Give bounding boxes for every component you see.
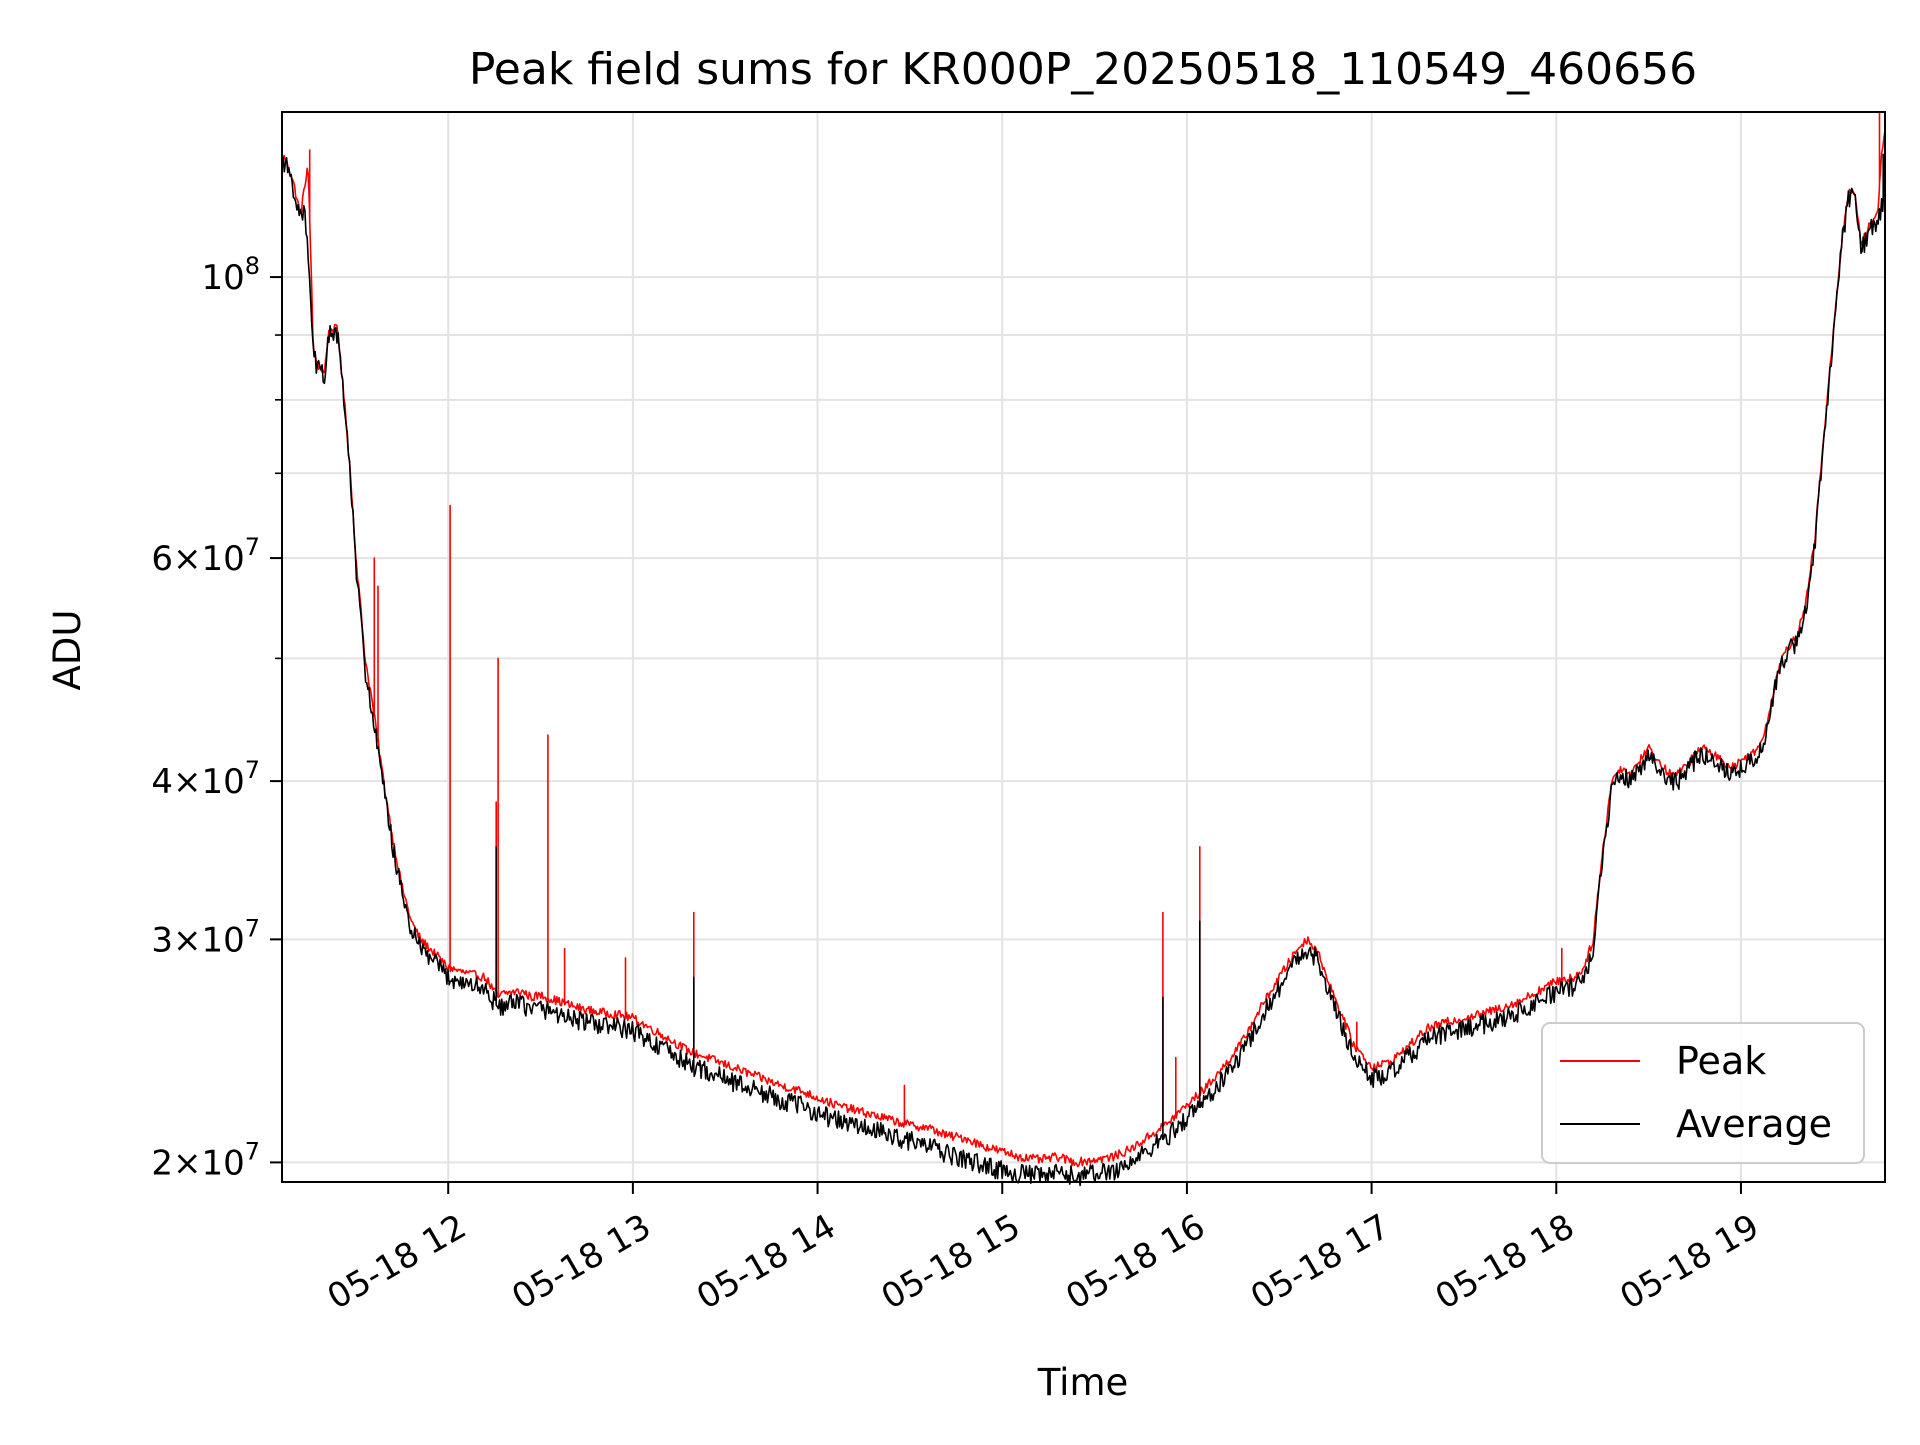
series-line-peak [281,111,1886,1168]
series-line-average [281,153,1886,1187]
legend-label-average: Average [1676,1102,1832,1146]
legend-label-peak: Peak [1676,1039,1766,1083]
y-axis-label: ADU [46,610,89,691]
y-tick-label: 108 [201,252,260,298]
y-tick-label: 3×107 [151,914,260,960]
series-lines [281,111,1886,1187]
legend-box [1541,1022,1865,1164]
grid-lines [282,112,1885,1182]
chart-title: Peak field sums for KR000P_20250518_1105… [469,44,1697,95]
legend: Peak Average [1541,1022,1865,1164]
y-tick-label: 2×107 [151,1137,260,1183]
y-tick-label: 6×107 [151,533,260,579]
x-axis-label: Time [1037,1361,1129,1404]
y-tick-label: 4×107 [151,756,260,802]
plot-frame [281,111,1886,1183]
